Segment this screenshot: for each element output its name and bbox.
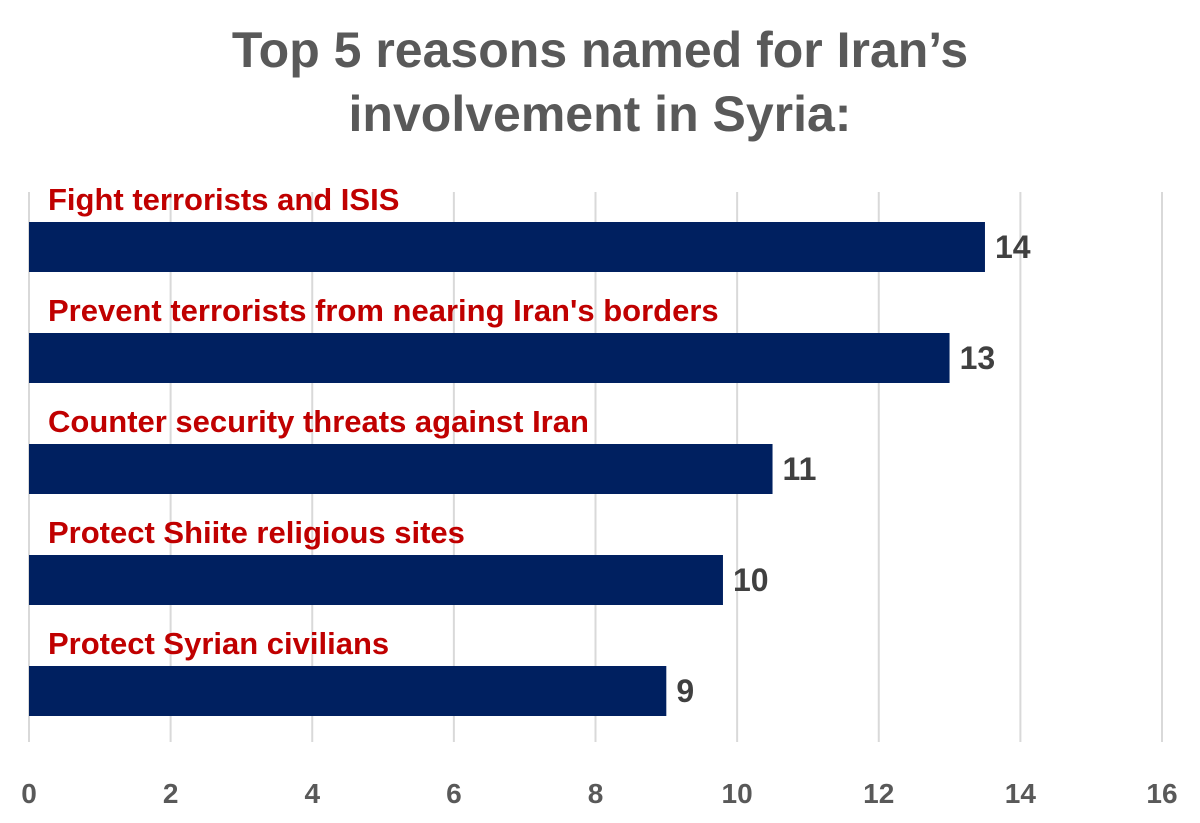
chart-title-line-1: Top 5 reasons named for Iran’s — [231, 22, 969, 78]
category-labels: Fight terrorists and ISIS Prevent terrori… — [48, 182, 719, 661]
chart-title: Top 5 reasons named for Iran’s involveme… — [0, 18, 1200, 146]
bar-4 — [29, 555, 723, 605]
x-tick-label-16: 16 — [1146, 778, 1177, 809]
x-tick-label-2: 2 — [163, 778, 179, 809]
value-label-1: 14 — [995, 229, 1031, 265]
bar-2 — [29, 333, 950, 383]
x-tick-label-0: 0 — [21, 778, 37, 809]
bar-5 — [29, 666, 667, 716]
x-tick-label-12: 12 — [863, 778, 894, 809]
bar-3 — [29, 444, 773, 494]
x-tick-label-4: 4 — [304, 778, 320, 809]
value-label-4: 10 — [733, 562, 769, 598]
category-label-2: Prevent terrorists from nearing Iran's b… — [48, 293, 719, 328]
bars — [29, 222, 985, 716]
value-label-3: 11 — [783, 451, 817, 487]
x-tick-label-6: 6 — [446, 778, 462, 809]
x-axis-tick-labels: 0 2 4 6 8 10 12 14 16 — [21, 778, 1177, 809]
value-labels: 14 13 11 10 9 — [676, 229, 1030, 709]
category-label-5: Protect Syrian civilians — [48, 626, 389, 661]
value-label-2: 13 — [960, 340, 996, 376]
category-label-3: Counter security threats against Iran — [48, 404, 589, 439]
bar-1 — [29, 222, 985, 272]
category-label-4: Protect Shiite religious sites — [48, 515, 465, 550]
x-tick-label-8: 8 — [588, 778, 604, 809]
category-label-1: Fight terrorists and ISIS — [48, 182, 399, 217]
x-tick-label-10: 10 — [722, 778, 753, 809]
value-label-5: 9 — [676, 673, 694, 709]
chart-title-line-2: involvement in Syria: — [348, 86, 852, 142]
x-tick-label-14: 14 — [1005, 778, 1037, 809]
